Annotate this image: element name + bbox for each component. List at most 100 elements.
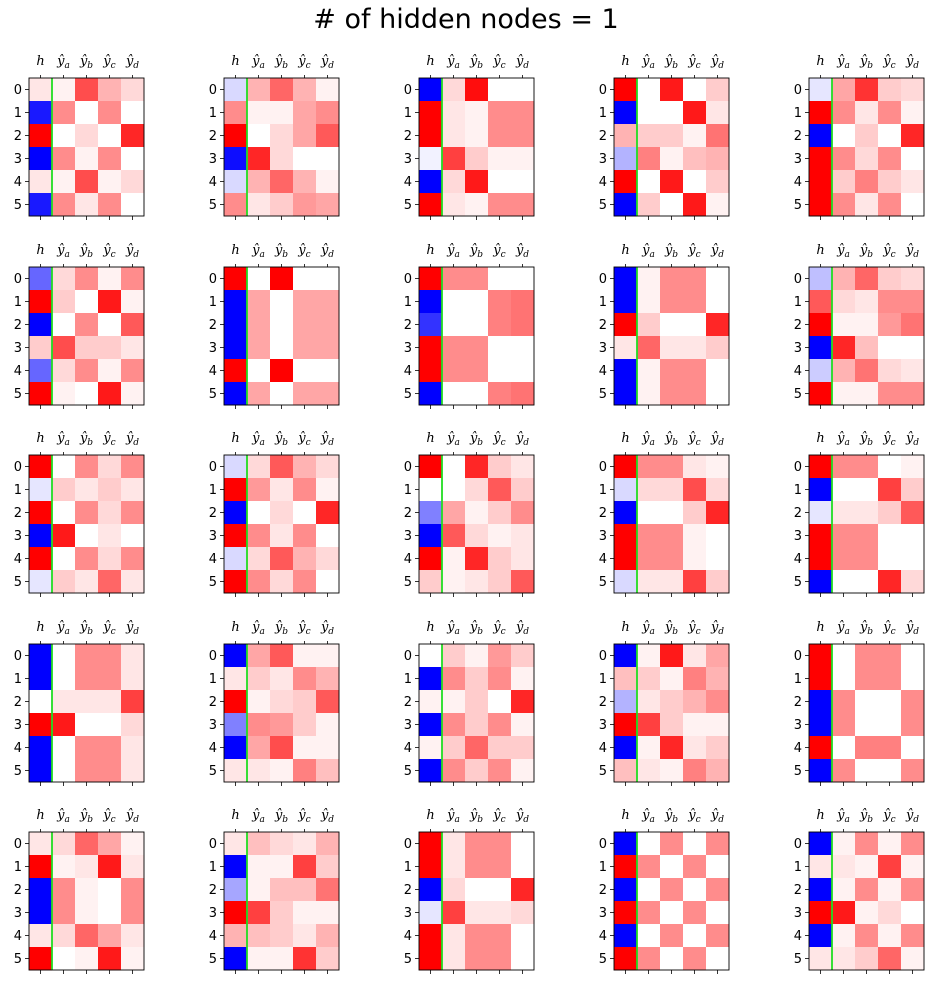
output-cell (270, 290, 294, 314)
y-tick-label: 1 (404, 672, 412, 687)
x-tick-label: ŷb (664, 243, 678, 260)
x-tick-label: ŷd (515, 620, 529, 637)
output-cell (442, 267, 466, 291)
output-cell (270, 547, 294, 571)
output-cell (465, 547, 489, 571)
output-cell (511, 124, 535, 148)
output-cell (75, 644, 99, 668)
x-tick-label: ŷb (859, 620, 873, 637)
x-tick-label: ŷb (469, 808, 483, 825)
output-cell (270, 124, 294, 148)
x-tick-label: ŷa (56, 808, 70, 825)
hidden-cell (614, 644, 638, 668)
x-tick-label: ŷc (102, 808, 115, 825)
output-cell (706, 124, 730, 148)
x-tick-label: ŷa (641, 431, 655, 448)
hidden-cell (224, 193, 248, 217)
output-cell (660, 124, 684, 148)
hidden-cell (29, 124, 53, 148)
y-tick-label: 2 (209, 883, 217, 898)
output-cell (901, 147, 925, 171)
hidden-cell (224, 832, 248, 856)
output-cell (247, 644, 271, 668)
hidden-cell (29, 736, 53, 760)
heatmap-panel: 0 1 2 3 4 5 h ŷa ŷb ŷc ŷd (794, 620, 925, 786)
hidden-cell (419, 267, 443, 291)
hidden-cell (224, 713, 248, 737)
output-cell (442, 147, 466, 171)
x-tick-label: ŷc (687, 620, 700, 637)
output-cell (488, 101, 512, 125)
output-cell (637, 313, 661, 337)
output-cell (637, 124, 661, 148)
x-tick-label: ŷb (79, 620, 93, 637)
hidden-cell (224, 382, 248, 406)
y-tick-label: 5 (14, 387, 22, 402)
x-tick-label: ŷc (297, 54, 310, 71)
y-tick-label: 5 (209, 387, 217, 402)
output-cell (855, 101, 879, 125)
output-cell (683, 101, 707, 125)
hidden-cell (419, 478, 443, 502)
x-tick-label: ŷd (710, 620, 724, 637)
output-cell (488, 759, 512, 783)
output-cell (75, 667, 99, 691)
output-cell (52, 901, 76, 925)
hidden-cell (29, 193, 53, 217)
hidden-cell (614, 667, 638, 691)
output-cell (98, 924, 122, 948)
heatmap-panel: 0 1 2 3 4 5 h ŷa ŷb ŷc ŷd (599, 431, 730, 597)
output-cell (52, 478, 76, 502)
output-cell (75, 313, 99, 337)
y-tick-label: 0 (599, 460, 607, 475)
output-cell (293, 170, 317, 194)
output-cell (488, 170, 512, 194)
output-cell (293, 267, 317, 291)
output-cell (75, 455, 99, 479)
hidden-cell (614, 690, 638, 714)
y-tick-label: 0 (209, 272, 217, 287)
output-cell (683, 547, 707, 571)
hidden-cell (809, 759, 833, 783)
x-tick-label: ŷc (102, 243, 115, 260)
output-cell (855, 736, 879, 760)
output-cell (660, 901, 684, 925)
hidden-cell (809, 101, 833, 125)
x-tick-label: ŷa (836, 431, 850, 448)
y-tick-label: 4 (404, 929, 412, 944)
y-tick-label: 4 (404, 552, 412, 567)
output-cell (901, 170, 925, 194)
y-tick-label: 4 (794, 929, 802, 944)
output-cell (511, 455, 535, 479)
y-tick-label: 3 (404, 906, 412, 921)
output-cell (878, 947, 902, 971)
output-cell (98, 290, 122, 314)
y-tick-label: 2 (599, 318, 607, 333)
output-cell (706, 759, 730, 783)
x-tick-label: h (426, 54, 434, 69)
y-tick-label: 1 (599, 106, 607, 121)
hidden-cell (419, 713, 443, 737)
output-cell (660, 759, 684, 783)
y-tick-label: 3 (209, 906, 217, 921)
output-cell (247, 382, 271, 406)
y-tick-label: 5 (404, 575, 412, 590)
output-cell (75, 501, 99, 525)
output-cell (901, 78, 925, 102)
heatmap-panel: 0 1 2 3 4 5 h ŷa ŷb ŷc ŷd (209, 808, 340, 974)
hidden-cell (614, 124, 638, 148)
output-cell (293, 736, 317, 760)
y-tick-label: 1 (209, 295, 217, 310)
output-cell (683, 124, 707, 148)
output-cell (706, 478, 730, 502)
y-tick-label: 3 (599, 906, 607, 921)
output-cell (316, 901, 340, 925)
output-cell (683, 382, 707, 406)
hidden-cell (809, 170, 833, 194)
hidden-cell (224, 736, 248, 760)
hidden-cell (614, 290, 638, 314)
x-tick-label: ŷd (905, 243, 919, 260)
output-cell (316, 570, 340, 594)
y-tick-label: 5 (404, 198, 412, 213)
y-tick-label: 0 (209, 837, 217, 852)
